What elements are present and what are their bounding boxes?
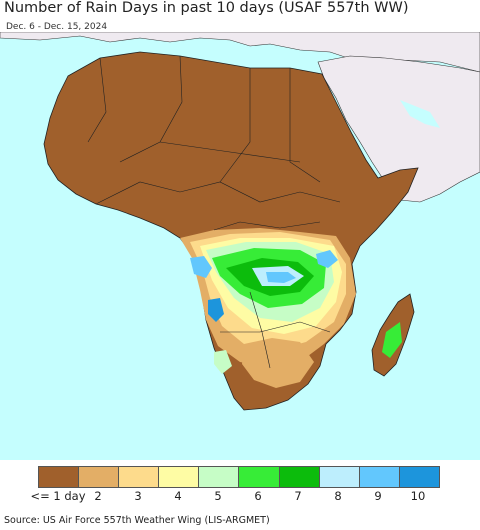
legend-swatch: [239, 467, 280, 487]
legend-swatch: [319, 467, 360, 487]
zone-5-southwest: [214, 350, 232, 374]
zone-9-central: [266, 272, 296, 283]
legend-swatch: [119, 467, 160, 487]
legend-label: 4: [174, 489, 182, 503]
zone-2-south: [242, 338, 314, 388]
legend-swatch: [359, 467, 400, 487]
legend-label: <= 1 day: [30, 489, 86, 503]
legend-swatch: [199, 467, 240, 487]
legend-swatch: [159, 467, 200, 487]
country-borders: [87, 55, 341, 369]
rain-days-map: [0, 32, 480, 460]
legend-swatch: [279, 467, 320, 487]
madagascar-zone-6: [382, 322, 402, 358]
legend-label: 7: [294, 489, 302, 503]
legend-label: 10: [410, 489, 426, 503]
legend-labels: <= 1 day 2 3 4 5 6 7 8 9 10: [30, 489, 438, 503]
legend-label: 5: [214, 489, 222, 503]
zone-9-west: [190, 256, 212, 278]
legend-label: 6: [254, 489, 262, 503]
source-credit: Source: US Air Force 557th Weather Wing …: [4, 515, 270, 526]
legend-label: 3: [134, 489, 142, 503]
arabia-land: [317, 55, 480, 203]
persian-gulf: [400, 100, 440, 128]
legend-swatch: [399, 467, 439, 487]
legend-label: 2: [94, 489, 102, 503]
legend-colorbar: [38, 466, 440, 488]
date-range: Dec. 6 - Dec. 15, 2024: [6, 22, 108, 32]
zone-10-coast: [208, 298, 224, 322]
legend-label: 9: [374, 489, 382, 503]
legend-label: 8: [334, 489, 342, 503]
legend-swatch: [79, 467, 120, 487]
map-title: Number of Rain Days in past 10 days (USA…: [4, 0, 409, 16]
legend-swatch: [39, 467, 80, 487]
africa-map-svg: [0, 32, 480, 460]
zone-9-east: [316, 250, 338, 268]
